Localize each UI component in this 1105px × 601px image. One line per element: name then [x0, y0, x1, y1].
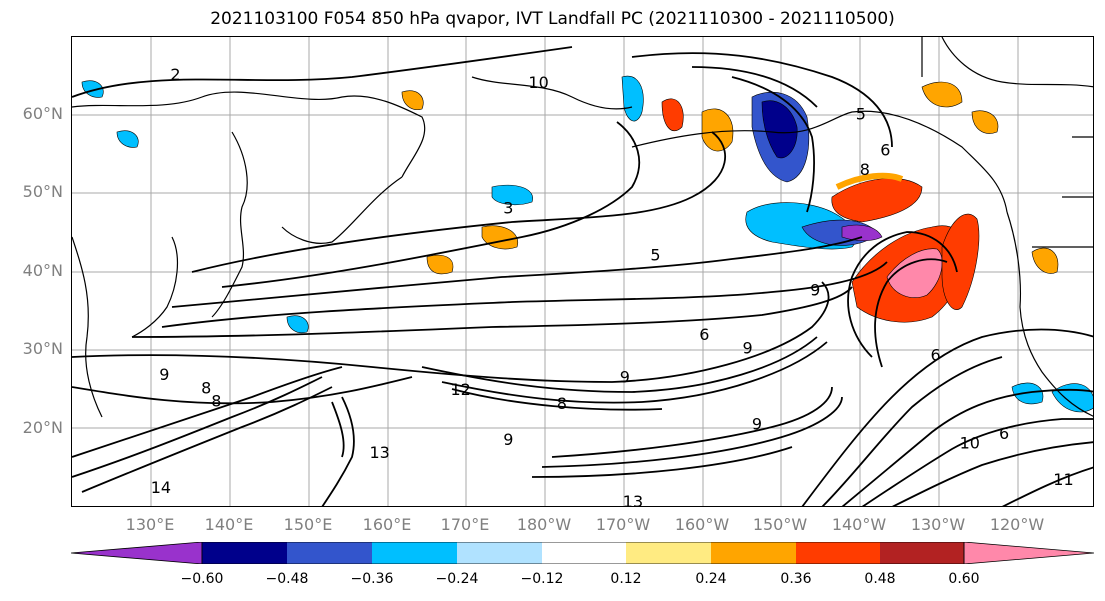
contour-label: 9: [810, 280, 820, 299]
map-title: 2021103100 F054 850 hPa qvapor, IVT Land…: [210, 9, 895, 29]
lat-label-30n: 30°N: [22, 339, 63, 358]
lon-label-180w: 180°W: [516, 515, 572, 534]
colorbar-segment: [542, 542, 626, 564]
lat-label-20n: 20°N: [22, 418, 63, 437]
colorbar-tick-label: 0.60: [948, 571, 980, 587]
contour-label: 3: [503, 199, 513, 218]
colorbar-segment: [711, 542, 796, 564]
colorbar-tick-label: 0.12: [610, 571, 642, 587]
lon-label-150e: 150°E: [283, 515, 333, 534]
contour-label: 6: [699, 325, 709, 344]
contour-label: 10: [528, 73, 548, 92]
colorbar-segment: [372, 542, 457, 564]
contour-label: 6: [880, 141, 890, 160]
colorbar-segment: [626, 542, 711, 564]
colorbar-extend-min: [71, 542, 203, 564]
colorbar-tick-label: −0.48: [265, 571, 309, 587]
contour-label: 5: [650, 246, 660, 265]
graticule: [72, 37, 1093, 506]
contour-label: 11: [1053, 470, 1073, 489]
colorbar: [71, 542, 1094, 564]
contour-label: 6: [931, 345, 941, 364]
lon-label-150w: 150°W: [752, 515, 808, 534]
contour-label: 8: [201, 378, 211, 397]
contour-label: 9: [620, 367, 630, 386]
lon-label-140e: 140°E: [204, 515, 254, 534]
colorbar-tick-label: −0.36: [350, 571, 394, 587]
colorbar-tick-label: 0.24: [695, 571, 727, 587]
contour-label: 12: [451, 380, 471, 399]
contour-label: 6: [999, 424, 1009, 443]
colorbar-tick-label: −0.12: [520, 571, 564, 587]
qvapor-anomaly-fill: [81, 75, 1093, 413]
contour-label: 10: [960, 433, 980, 452]
colorbar-tick-label: 0.48: [864, 571, 896, 587]
contour-label: 8: [211, 392, 221, 411]
lon-label-170e: 170°E: [440, 515, 490, 534]
lon-label-130w: 130°W: [910, 515, 966, 534]
coastlines: [72, 37, 1093, 418]
colorbar-segment: [796, 542, 880, 564]
contour-label: 13: [370, 443, 390, 462]
colorbar-tick-label: 0.36: [780, 571, 812, 587]
contour-label: 9: [752, 415, 762, 434]
colorbar-tick-label: −0.24: [435, 571, 479, 587]
contour-label: 9: [743, 338, 753, 357]
contour-label: 14: [151, 478, 171, 497]
colorbar-tick-label: −0.60: [180, 571, 224, 587]
lon-label-160w: 160°W: [674, 515, 730, 534]
contour-label: 5: [856, 104, 866, 123]
colorbar-segment: [287, 542, 372, 564]
contour-label: 13: [623, 492, 643, 507]
colorbar-extend-max: [963, 542, 1094, 564]
contour-label: 9: [159, 365, 169, 384]
ivt-contours: [72, 46, 1093, 506]
map-panel: 2 3 5 6 8 5 6 9 6 9 12 8 8 9 13 14 9 8 9 13 9 10 6 11 10: [71, 36, 1094, 507]
lat-label-50n: 50°N: [22, 182, 63, 201]
colorbar-segment: [880, 542, 964, 564]
lon-label-170w: 170°W: [595, 515, 651, 534]
contour-label: 8: [557, 394, 567, 413]
colorbar-segment: [457, 542, 542, 564]
contour-label: 9: [503, 430, 513, 449]
lat-label-40n: 40°N: [22, 261, 63, 280]
lon-label-160e: 160°E: [362, 515, 412, 534]
colorbar-segment: [202, 542, 287, 564]
contour-label: 8: [860, 160, 870, 179]
lon-label-120w: 120°W: [989, 515, 1045, 534]
contour-label: 2: [170, 65, 180, 84]
lat-label-60n: 60°N: [22, 104, 63, 123]
lon-label-130e: 130°E: [125, 515, 175, 534]
lon-label-140w: 140°W: [831, 515, 887, 534]
